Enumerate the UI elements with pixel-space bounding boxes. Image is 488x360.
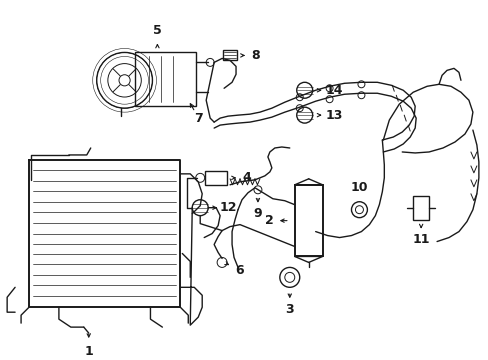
Bar [412, 196, 428, 220]
Text: 9: 9 [253, 207, 262, 220]
Bar [134, 53, 196, 106]
Text: 1: 1 [84, 345, 93, 357]
Bar [205, 171, 226, 185]
Text: 4: 4 [242, 171, 251, 184]
Text: 10: 10 [350, 181, 367, 194]
Text: 11: 11 [411, 233, 429, 246]
Text: 5: 5 [153, 24, 162, 37]
Bar [223, 50, 237, 60]
Text: 2: 2 [264, 214, 273, 227]
Text: 13: 13 [325, 109, 343, 122]
Text: 12: 12 [219, 201, 236, 214]
Text: 14: 14 [325, 84, 343, 97]
Text: 3: 3 [285, 303, 293, 316]
Text: 6: 6 [235, 264, 244, 277]
Text: 8: 8 [251, 49, 260, 62]
Bar [294, 185, 322, 256]
Text: 7: 7 [193, 112, 202, 125]
